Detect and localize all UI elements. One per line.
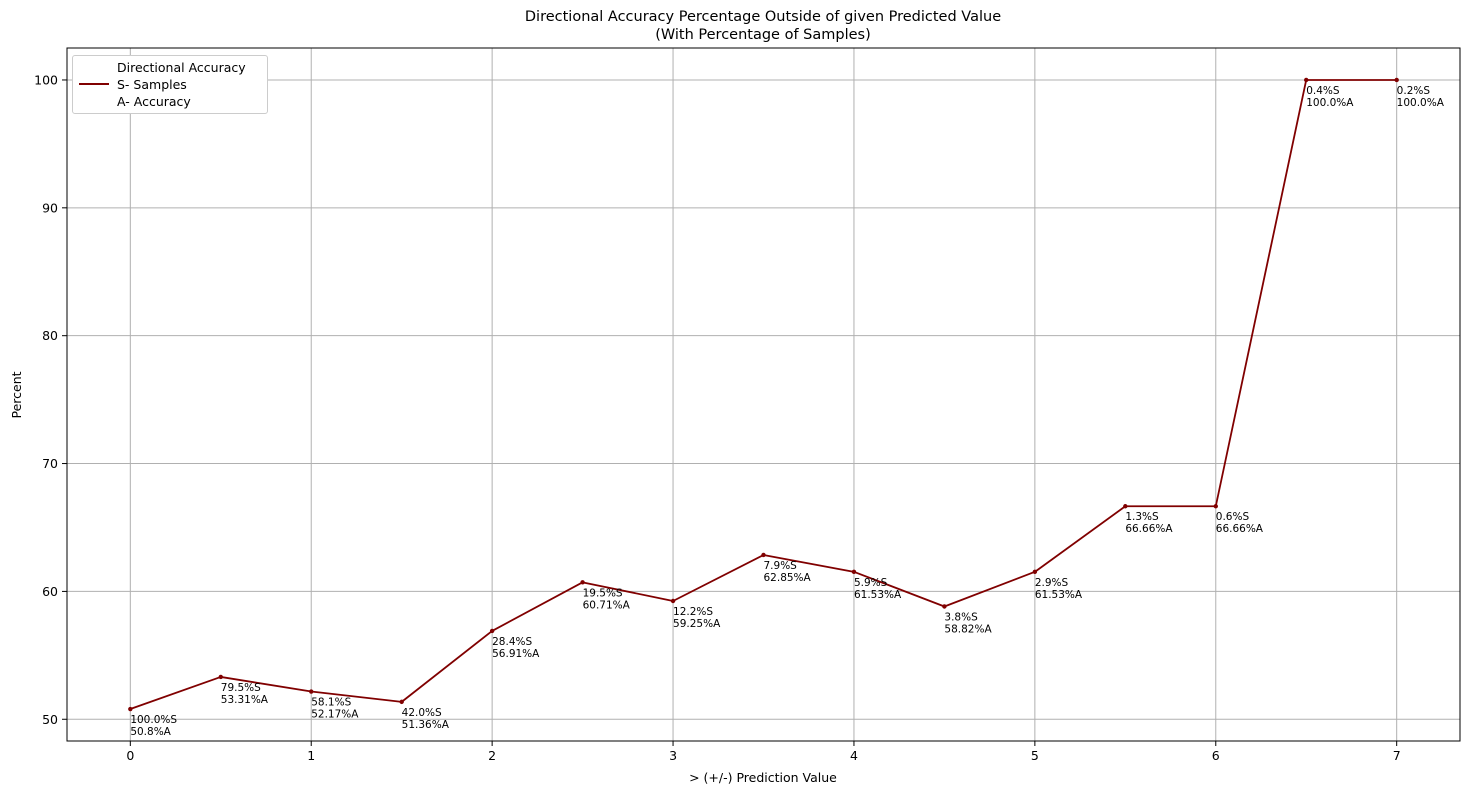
data-label-samples: 2.9%S [1035, 577, 1069, 589]
data-point [218, 674, 223, 680]
data-point [670, 598, 676, 604]
chart-title: Directional Accuracy Percentage Outside … [525, 9, 1001, 25]
data-point [580, 580, 585, 585]
gridlines [67, 48, 1460, 741]
data-point [1394, 77, 1399, 83]
data-label-accuracy: 50.8%A [130, 726, 171, 738]
data-point [761, 552, 766, 558]
legend-entry-series: Directional Accuracy [117, 60, 246, 75]
x-tick-label: 1 [307, 748, 315, 763]
chart-subtitle: (With Percentage of Samples) [655, 27, 871, 43]
x-tick-label: 2 [488, 748, 496, 763]
data-label-samples: 19.5%S [583, 587, 623, 599]
data-label-samples: 5.9%S [854, 577, 888, 589]
legend-line-swatch [79, 83, 109, 85]
data-label-samples: 79.5%S [221, 682, 261, 694]
data-label-samples: 7.9%S [764, 560, 798, 572]
annotations-layer: 100.0%S50.8%A 79.5%S53.31%A 58.1%S52.17%A 4… [130, 85, 1444, 738]
data-label-samples: 28.4%S [492, 636, 532, 648]
data-point [128, 706, 133, 712]
data-label-accuracy: 58.82%A [944, 623, 992, 635]
x-tick-label: 7 [1393, 748, 1401, 763]
data-label-accuracy: 51.36%A [402, 719, 450, 731]
data-point [399, 699, 404, 705]
data-label-samples: 1.3%S [1125, 511, 1159, 523]
y-tick-label: 100 [34, 72, 58, 87]
plot-frame [66, 47, 1461, 742]
data-label-accuracy: 66.66%A [1216, 523, 1264, 535]
y-tick-label: 60 [42, 584, 58, 599]
data-label-samples: 100.0%S [130, 714, 177, 726]
legend: Directional Accuracy S- Samples A- Accur… [72, 55, 268, 114]
data-label-samples: 42.0%S [402, 707, 442, 719]
data-point [489, 628, 495, 634]
axis-ticks: 0 1 2 3 4 5 6 7 50 60 70 80 90 100 [34, 72, 1401, 763]
data-label-samples: 58.1%S [311, 697, 351, 709]
data-label-accuracy: 61.53%A [854, 589, 902, 601]
data-label-accuracy: 66.66%A [1125, 523, 1173, 535]
series-layer [128, 77, 1399, 712]
data-label-samples: 12.2%S [673, 606, 713, 618]
data-point [1304, 77, 1309, 83]
data-point [942, 604, 947, 609]
x-axis-label: > (+/-) Prediction Value [689, 770, 837, 785]
y-tick-label: 70 [42, 456, 58, 471]
y-tick-label: 50 [42, 712, 58, 727]
data-label-samples: 3.8%S [944, 611, 978, 623]
x-tick-label: 6 [1212, 748, 1220, 763]
y-tick-label: 80 [42, 328, 58, 343]
data-point [1123, 504, 1128, 509]
x-tick-label: 5 [1031, 748, 1039, 763]
data-point [851, 569, 857, 575]
y-tick-label: 90 [42, 200, 58, 215]
data-point [1032, 569, 1038, 575]
data-label-accuracy: 59.25%A [673, 618, 721, 630]
data-label-accuracy: 52.17%A [311, 709, 359, 721]
series-line [130, 79, 1397, 710]
y-axis-label: Percent [9, 371, 24, 418]
x-tick-label: 4 [850, 748, 858, 763]
x-tick-label: 0 [126, 748, 134, 763]
data-label-accuracy: 56.91%A [492, 648, 540, 660]
data-point [1213, 504, 1218, 509]
data-label-samples: 0.2%S [1397, 85, 1431, 97]
data-label-samples: 0.6%S [1216, 511, 1250, 523]
legend-entry-accuracy: A- Accuracy [117, 94, 191, 109]
data-label-accuracy: 60.71%A [583, 599, 631, 611]
data-label-accuracy: 61.53%A [1035, 589, 1083, 601]
data-point [309, 689, 314, 694]
x-tick-label: 3 [669, 748, 677, 763]
data-label-accuracy: 100.0%A [1397, 97, 1445, 109]
data-label-samples: 0.4%S [1306, 85, 1340, 97]
data-label-accuracy: 62.85%A [764, 572, 812, 584]
data-label-accuracy: 53.31%A [221, 694, 269, 706]
data-label-accuracy: 100.0%A [1306, 97, 1354, 109]
legend-entry-samples: S- Samples [117, 77, 187, 92]
